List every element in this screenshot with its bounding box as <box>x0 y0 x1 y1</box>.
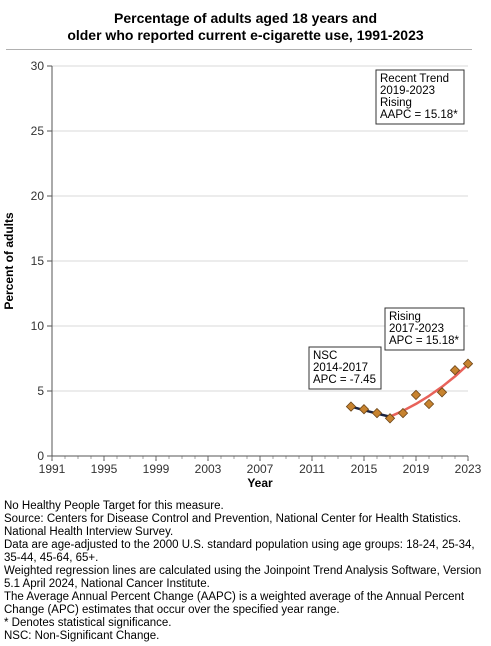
note-source: Source: Centers for Disease Control and … <box>4 513 462 538</box>
tick-label-x-2023: 2023 <box>455 462 482 476</box>
recent-trend-box-frame <box>375 69 465 125</box>
trend-label-nsc-line-1: NSC <box>313 350 337 362</box>
trend-label-rising-frame <box>384 307 465 351</box>
note-target: No Healthy People Target for this measur… <box>4 500 224 512</box>
data-points <box>345 358 474 424</box>
data-point-2023 <box>462 358 474 369</box>
note-aapc: The Average Annual Percent Change (AAPC)… <box>4 591 465 616</box>
tick-label-x-2007: 2007 <box>247 462 274 476</box>
data-point-2020 <box>423 398 435 410</box>
data-point-2015 <box>358 404 370 415</box>
tick-label-y-10: 10 <box>31 319 45 333</box>
chart-plot: 0 5 10 15 20 25 30 1991 1995 1999 2003 2007 2011 2015… <box>2 59 482 490</box>
note-regression: Weighted regression lines are calculated… <box>4 565 482 590</box>
tick-label-x-1991: 1991 <box>39 462 66 476</box>
y-axis-label: Percent of adults <box>2 212 16 310</box>
footnotes: No Healthy People Target for this measur… <box>4 500 489 643</box>
data-point-2018 <box>397 407 409 419</box>
data-point-2017 <box>384 413 396 424</box>
tick-label-x-1999: 1999 <box>143 462 170 476</box>
note-age-adjust: Data are age-adjusted to the 2000 U.S. s… <box>4 539 475 564</box>
chart-title-line-2: older who reported current e-cigarette u… <box>67 27 424 43</box>
recent-trend-box-line-1: Recent Trend <box>380 73 449 85</box>
trend-line-1 <box>349 405 392 418</box>
data-point-2021 <box>436 387 448 398</box>
data-point-2019 <box>410 389 422 401</box>
tick-label-x-2003: 2003 <box>195 462 222 476</box>
tick-label-x-1995: 1995 <box>91 462 118 476</box>
data-point-2014 <box>345 401 357 412</box>
trend-label-nsc-frame <box>308 346 382 390</box>
note-significance: * Denotes statistical significance. <box>4 617 172 629</box>
tick-label-y-30: 30 <box>31 59 45 73</box>
data-point-2022 <box>449 365 461 376</box>
tick-label-x-2015: 2015 <box>351 462 378 476</box>
chart-title: Percentage of adults aged 18 years and o… <box>0 10 491 44</box>
tick-label-y-0: 0 <box>37 449 44 463</box>
data-point-2016 <box>371 407 383 419</box>
tick-label-y-15: 15 <box>31 254 45 268</box>
trend-label-rising-line-1: Rising <box>389 311 421 323</box>
recent-trend-box-line-3: Rising <box>380 97 412 109</box>
trend-label-nsc-line-3: APC = -7.45 <box>313 374 376 386</box>
tick-label-y-5: 5 <box>37 384 44 398</box>
axes: 0 5 10 15 20 25 30 1991 1995 1999 2003 2007 2011 2015… <box>2 59 482 490</box>
tick-label-x-2011: 2011 <box>299 462 325 476</box>
tick-label-y-20: 20 <box>31 189 45 203</box>
x-axis-label: Year <box>247 476 273 490</box>
trend-label-rising-line-2: 2017-2023 <box>389 323 444 335</box>
note-nsc: NSC: Non-Significant Change. <box>4 630 160 642</box>
recent-trend-box-line-2: 2019-2023 <box>380 85 435 97</box>
chart-title-line-1: Percentage of adults aged 18 years and <box>114 10 377 26</box>
recent-trend-box-line-4: AAPC = 15.18* <box>380 109 458 121</box>
trend-label-rising-line-3: APC = 15.18* <box>389 335 460 347</box>
title-divider <box>6 49 472 50</box>
trend-label-nsc-line-2: 2014-2017 <box>313 362 368 374</box>
tick-label-x-2019: 2019 <box>403 462 430 476</box>
tick-label-y-25: 25 <box>31 124 45 138</box>
